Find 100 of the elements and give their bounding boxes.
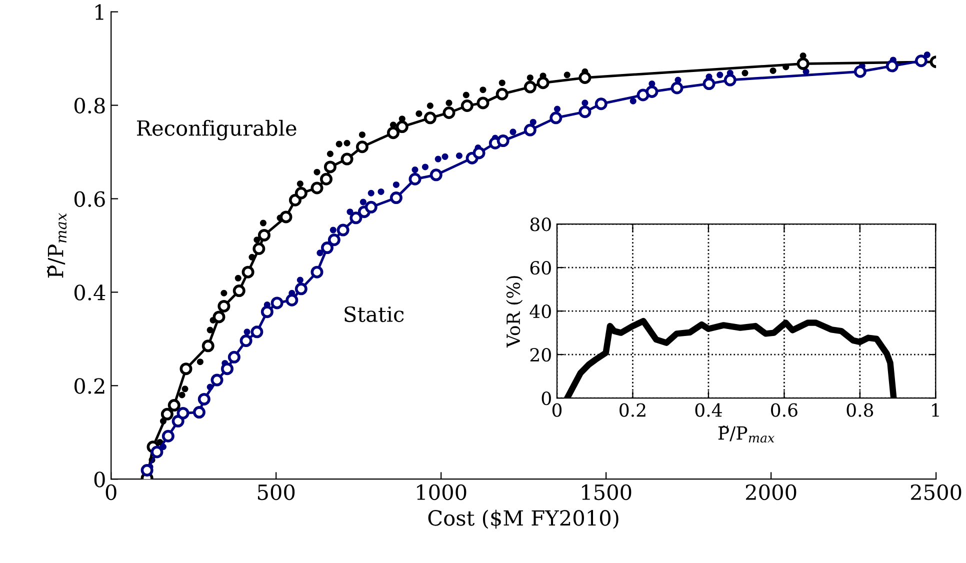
point (350, 212, 362, 224)
point (324, 160, 336, 174)
point (524, 80, 536, 94)
point (320, 172, 332, 186)
point (244, 328, 250, 336)
y-tick-label: 40 (530, 304, 551, 318)
y-tick-label: 0.2 (74, 378, 104, 394)
point (346, 208, 354, 216)
point (320, 242, 334, 254)
point (462, 92, 470, 98)
point (742, 70, 748, 76)
point (364, 200, 378, 214)
x-tick-label: 0 (552, 403, 562, 417)
point (446, 100, 452, 106)
point (476, 96, 490, 110)
point (168, 399, 180, 412)
x-tick-label: 0 (106, 484, 116, 500)
point (234, 274, 242, 282)
point (314, 168, 320, 176)
point (530, 118, 536, 126)
point (526, 74, 534, 81)
point (386, 126, 400, 140)
y-tick-label: 20 (530, 348, 551, 362)
point (536, 76, 550, 90)
point (344, 140, 350, 146)
point (408, 172, 422, 186)
point (358, 131, 366, 138)
point (202, 340, 214, 352)
point (472, 146, 486, 160)
point (280, 210, 292, 224)
point (636, 88, 650, 102)
x-tick-label: 0.6 (771, 403, 798, 417)
point (260, 220, 266, 226)
point (196, 358, 204, 366)
point (220, 362, 234, 376)
point (220, 290, 228, 296)
point (178, 392, 186, 398)
point (172, 414, 184, 428)
point (368, 190, 374, 196)
point (310, 266, 324, 278)
x-tick-label: 2000 (746, 484, 796, 500)
point (336, 224, 350, 236)
y-tick-label: 60 (530, 261, 551, 275)
point (578, 106, 592, 118)
point (150, 446, 164, 458)
point (392, 181, 400, 188)
x-tick-label: 0.4 (695, 403, 722, 417)
point (218, 300, 230, 312)
point (630, 98, 636, 104)
point (140, 464, 154, 476)
point (424, 112, 436, 124)
series-label: Reconfigurable (136, 120, 296, 140)
point (670, 82, 684, 94)
x-tick-label: 1500 (582, 484, 632, 500)
point (564, 72, 570, 78)
x-tick-label: 1000 (417, 484, 466, 500)
point (260, 306, 274, 318)
point (434, 156, 442, 162)
point (296, 276, 304, 284)
point (242, 266, 254, 278)
y-tick-label: 0 (94, 472, 105, 488)
point (430, 168, 442, 182)
point (442, 106, 456, 120)
point (702, 78, 716, 90)
point (594, 98, 608, 110)
point (294, 282, 308, 296)
point (422, 164, 428, 170)
point (162, 430, 174, 442)
point (646, 85, 658, 98)
point (460, 99, 474, 112)
point (252, 242, 266, 255)
point (316, 250, 324, 256)
point (496, 88, 508, 100)
x-tick-label: 0.8 (846, 403, 874, 417)
point (456, 152, 462, 160)
point (796, 57, 810, 70)
point (914, 54, 928, 68)
point (854, 65, 866, 78)
point (330, 226, 336, 234)
point (198, 392, 210, 406)
point (550, 112, 562, 124)
point (554, 106, 560, 112)
x-axis-title: P̃/P$_{max}$ (718, 426, 774, 443)
point (356, 140, 368, 154)
point (340, 152, 354, 166)
point (480, 86, 486, 94)
point (328, 234, 340, 246)
point (416, 110, 422, 117)
point (582, 100, 588, 106)
point (360, 198, 366, 206)
point (412, 166, 418, 174)
point (886, 60, 898, 72)
x-tick-label: 2500 (910, 484, 962, 500)
point (310, 182, 324, 194)
point (212, 310, 226, 324)
point (770, 67, 776, 74)
point (228, 350, 240, 364)
point (426, 102, 434, 110)
y-tick-label: 0.4 (74, 284, 106, 300)
y-axis-title: P̃/P$_{max}$ (46, 213, 67, 278)
